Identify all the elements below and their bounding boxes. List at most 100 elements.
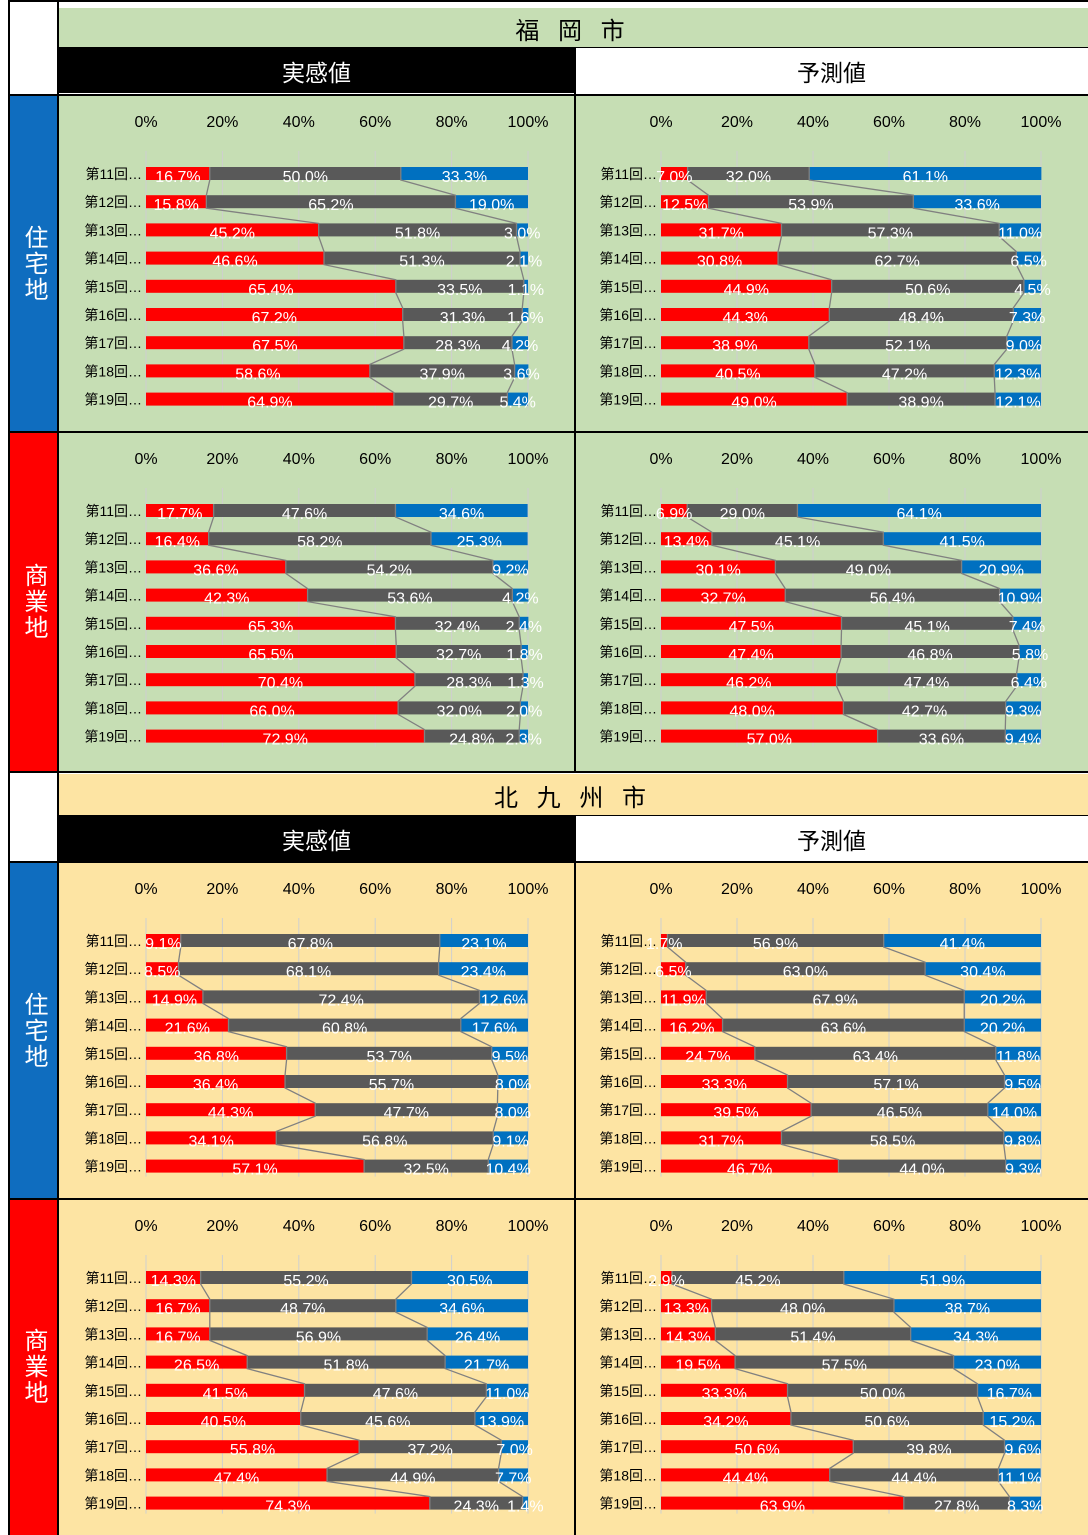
data-label: 9.4% [1005,732,1041,749]
bar-down [883,532,1041,546]
data-label: 17.7% [157,506,202,523]
bar-flat [285,560,493,574]
bar-down [1005,1159,1041,1173]
bar-up [661,1327,716,1341]
data-label: 2.1% [506,254,542,271]
data-label: 15.8% [153,197,198,214]
bar-down [521,645,528,658]
category-label: 第14回… [599,1355,657,1371]
bar-flat [778,251,1017,265]
data-label: 56.9% [296,1329,341,1346]
bar-up [661,990,707,1004]
bar-flat [877,729,1006,743]
data-label: 9.2% [492,562,528,579]
bar-up [661,251,779,265]
bar-down [797,504,1041,517]
data-label: 50.6% [864,1414,909,1431]
data-label: 62.7% [874,254,919,271]
category-label: 第18回… [599,1467,657,1483]
category-label: 第17回… [84,1439,142,1455]
x-tick-label: 20% [206,881,238,898]
series-line [437,934,499,1173]
data-label: 16.7% [155,169,200,186]
data-label: 34.6% [439,506,484,523]
data-label: 38.9% [712,338,757,355]
bar-down [964,990,1041,1004]
data-label: 16.2% [669,1021,714,1038]
chart-panel-kitakyushu-commercial-actual: 0% 20% 40% 60% 80% 100% 第11回… 第12回… 第13回… 第14回… 第1… [58,1199,575,1535]
data-label: 7.0% [496,1442,532,1459]
bar-flat [364,1159,489,1173]
bar-flat [838,1159,1006,1173]
x-tick-label: 100% [508,451,549,468]
data-label: 41.4% [940,936,985,953]
data-label: 13.4% [664,534,709,551]
category-label: 第18回… [599,700,657,716]
data-label: 34.1% [188,1133,233,1150]
data-label: 45.1% [905,619,950,636]
bar-flat [402,308,523,321]
bar-flat [398,701,521,715]
category-label: 第12回… [84,194,142,210]
x-tick-label: 60% [873,114,905,131]
data-label: 51.8% [323,1358,368,1375]
bar-down [491,1046,528,1060]
bar-flat [395,279,524,293]
category-label: 第16回… [84,307,142,323]
data-label: 16.7% [155,1329,200,1346]
bar-down [961,560,1041,574]
bar-down [479,990,528,1004]
data-label: 67.2% [252,310,297,327]
data-label: 57.0% [747,732,792,749]
data-label: 32.7% [700,591,745,608]
data-label: 3.6% [503,366,539,383]
bar-down [497,1103,528,1117]
bar-up [661,1383,788,1397]
bar-up [146,1046,287,1060]
row-label-commercial-text: 商業地 [20,563,47,641]
bar-flat [395,616,520,630]
data-label: 40.5% [201,1414,246,1431]
category-label: 第12回… [599,1298,657,1314]
bar-up [661,336,809,350]
data-label: 6.5% [655,964,691,981]
x-tick-label: 100% [508,114,549,131]
data-label: 51.8% [395,225,440,242]
data-label: 40.5% [715,366,760,383]
bar-flat [722,1018,965,1032]
data-label: 28.3% [446,675,491,692]
row-label-residential: 住宅地 [8,95,58,432]
bar-down [511,336,528,350]
bar-up [661,1159,839,1173]
bar-up [661,1018,723,1032]
bar-up [146,701,399,715]
data-label: 51.9% [920,1273,965,1290]
category-label: 第15回… [599,1383,657,1399]
bar-flat [711,1299,894,1313]
data-label: 41.5% [939,534,984,551]
bar-up [661,560,776,574]
data-label: 63.9% [760,1499,805,1516]
category-label: 第12回… [599,194,657,210]
bar-up [661,1355,736,1369]
x-tick-label: 0% [134,114,157,131]
series-line [686,167,848,406]
x-tick-label: 60% [873,451,905,468]
bar-flat [672,1271,844,1284]
data-label: 47.5% [729,619,774,636]
data-label: 45.6% [365,1414,410,1431]
x-tick-label: 20% [206,1218,238,1235]
x-tick-label: 80% [949,114,981,131]
data-label: 57.1% [232,1162,277,1179]
data-label: 23.1% [461,936,506,953]
bar-flat [785,588,1000,602]
data-label: 12.5% [662,197,707,214]
data-label: 54.2% [367,562,412,579]
bar-up [661,673,837,687]
bar-flat [687,504,798,517]
x-tick-label: 80% [436,881,468,898]
data-label: 26.4% [455,1329,500,1346]
bar-flat [209,1327,428,1341]
data-label: 9.5% [492,1049,528,1066]
bar-up [146,504,214,517]
